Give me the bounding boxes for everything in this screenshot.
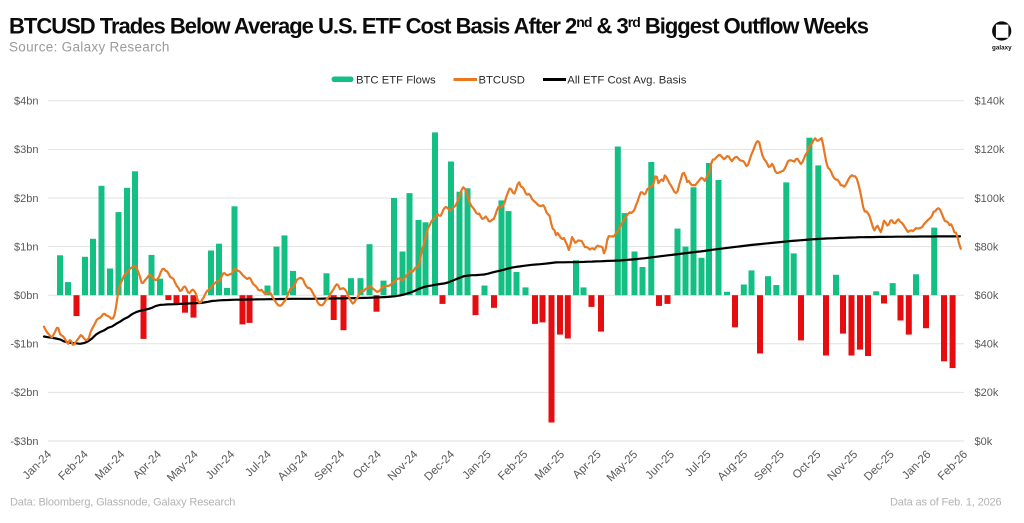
svg-text:$80k: $80k [975, 241, 999, 253]
svg-text:All ETF Cost Avg. Basis: All ETF Cost Avg. Basis [567, 75, 686, 87]
svg-text:-$1bn: -$1bn [10, 339, 38, 351]
svg-text:$140k: $140k [975, 96, 1005, 108]
svg-text:-$3bn: -$3bn [10, 436, 38, 448]
svg-text:galaxy: galaxy [992, 45, 1012, 52]
svg-text:BTC ETF Flows: BTC ETF Flows [356, 75, 436, 87]
svg-text:$100k: $100k [975, 193, 1005, 205]
svg-text:Data: Bloomberg, Glassnode, Ga: Data: Bloomberg, Glassnode, Galaxy Resea… [10, 497, 235, 509]
svg-text:$1bn: $1bn [14, 241, 38, 253]
svg-text:BTCUSD: BTCUSD [479, 75, 525, 87]
svg-text:$40k: $40k [975, 339, 999, 351]
svg-text:$60k: $60k [975, 290, 999, 302]
svg-text:BTCUSD Trades Below Average U.: BTCUSD Trades Below Average U.S. ETF Cos… [9, 14, 869, 39]
svg-text:$20k: $20k [975, 387, 999, 399]
svg-text:$120k: $120k [975, 144, 1005, 156]
svg-text:$3bn: $3bn [14, 144, 38, 156]
svg-text:Source: Galaxy Research: Source: Galaxy Research [9, 40, 170, 55]
svg-text:$0bn: $0bn [14, 290, 38, 302]
svg-text:$0k: $0k [975, 436, 993, 448]
svg-text:$4bn: $4bn [14, 96, 38, 108]
svg-text:Data as of Feb. 1, 2026: Data as of Feb. 1, 2026 [890, 497, 1002, 509]
svg-text:-$2bn: -$2bn [10, 387, 38, 399]
svg-text:$2bn: $2bn [14, 193, 38, 205]
